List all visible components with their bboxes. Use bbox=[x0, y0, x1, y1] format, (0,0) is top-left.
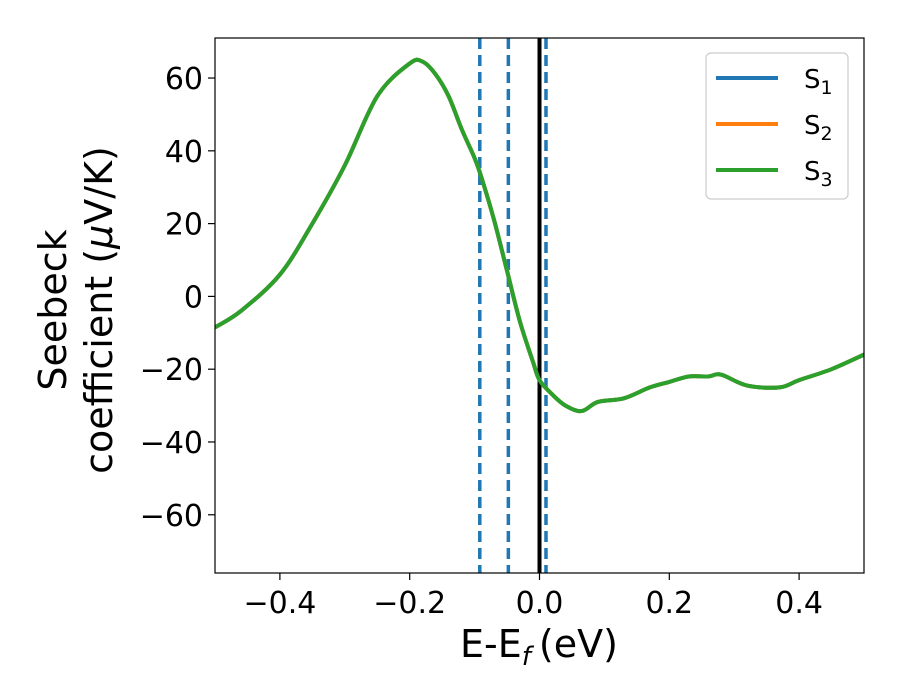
series-line-s3 bbox=[215, 57, 864, 414]
y-tick-label: 20 bbox=[165, 208, 203, 243]
legend-label-s1: S1 bbox=[804, 65, 833, 99]
x-axis-title: E-Ef (eV) bbox=[460, 622, 618, 672]
x-tick-label: 0.2 bbox=[645, 586, 693, 621]
x-tick-label: 0.4 bbox=[775, 586, 823, 621]
x-tick-label: −0.2 bbox=[373, 586, 446, 621]
legend-label-s3: S3 bbox=[804, 157, 833, 191]
y-tick-label: −20 bbox=[140, 353, 203, 388]
y-tick-label: −60 bbox=[140, 499, 203, 534]
y-axis-title-line1: Seebeck bbox=[31, 229, 75, 390]
y-tick-label: 60 bbox=[165, 62, 203, 97]
legend: S1 S2 S3 bbox=[705, 52, 849, 200]
y-tick-label: 0 bbox=[184, 280, 203, 315]
y-axis-title-line2: coefficient (μV/K) bbox=[77, 146, 121, 474]
x-tick-label: 0.0 bbox=[516, 586, 564, 621]
y-tick-label: −40 bbox=[140, 426, 203, 461]
legend-label-s2: S2 bbox=[804, 111, 833, 145]
y-tick-label: 40 bbox=[165, 135, 203, 170]
x-tick-label: −0.4 bbox=[243, 586, 316, 621]
